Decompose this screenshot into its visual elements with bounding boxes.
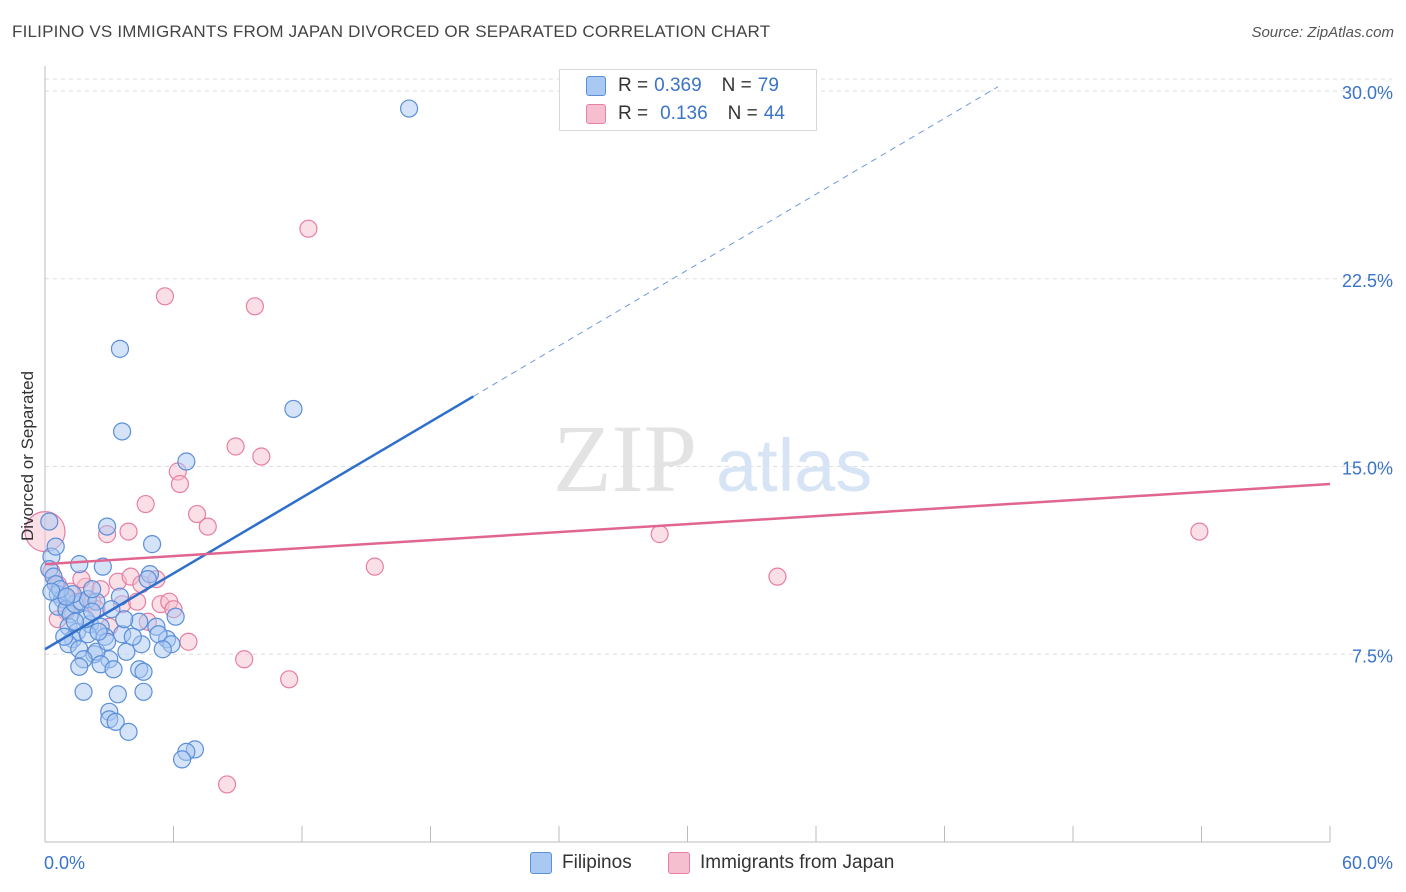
x-tick-label-max: 60.0% xyxy=(1342,853,1393,873)
point-japan[interactable] xyxy=(280,670,299,689)
points-filipinos xyxy=(40,99,419,769)
point-filipino[interactable] xyxy=(93,557,112,576)
point-japan[interactable] xyxy=(365,557,384,576)
grid-lines xyxy=(45,78,1392,655)
point-filipino[interactable] xyxy=(123,627,142,646)
point-japan[interactable] xyxy=(235,650,254,669)
y-tick-label: 7.5% xyxy=(1352,646,1393,666)
point-filipino[interactable] xyxy=(177,452,196,471)
series-legend-filipinos[interactable]: Filipinos xyxy=(530,852,632,874)
point-japan[interactable] xyxy=(136,494,155,514)
source-credit: Source: ZipAtlas.com xyxy=(1251,24,1394,41)
point-filipino[interactable] xyxy=(74,682,93,701)
legend-swatch-blue xyxy=(586,76,606,96)
point-japan[interactable] xyxy=(155,287,175,306)
series-legend: Filipinos Immigrants from Japan xyxy=(0,852,1406,878)
point-filipino[interactable] xyxy=(57,587,76,606)
series-label-filipinos: Filipinos xyxy=(562,852,632,873)
chart-title: FILIPINO VS IMMIGRANTS FROM JAPAN DIVORC… xyxy=(12,22,771,41)
point-japan[interactable] xyxy=(245,297,264,316)
legend-r-label: R = xyxy=(618,103,649,124)
point-filipino[interactable] xyxy=(134,662,153,681)
legend-n-label: N = xyxy=(721,75,752,96)
y-tick-label: 30.0% xyxy=(1342,83,1393,103)
legend-r-value: 0.136 xyxy=(660,103,708,124)
point-japan[interactable] xyxy=(187,504,207,524)
watermark-zip: ZIP xyxy=(553,405,697,512)
axes xyxy=(44,66,1331,843)
point-filipino[interactable] xyxy=(115,610,134,629)
point-filipino[interactable] xyxy=(106,712,125,731)
point-japan[interactable] xyxy=(1190,522,1209,541)
watermark-atlas: atlas xyxy=(716,424,872,507)
point-filipino[interactable] xyxy=(117,642,136,661)
point-japan[interactable] xyxy=(119,522,138,541)
tick-labels: 7.5% 15.0% 22.5% 30.0% 0.0% 60.0% xyxy=(44,83,1393,873)
legend-n-value: 79 xyxy=(757,75,779,96)
point-filipino[interactable] xyxy=(172,750,192,769)
y-tick-label: 22.5% xyxy=(1342,271,1393,291)
point-japan[interactable] xyxy=(650,525,669,544)
point-filipino[interactable] xyxy=(83,580,102,599)
point-japan[interactable] xyxy=(768,567,787,586)
point-japan[interactable] xyxy=(252,447,271,466)
point-japan[interactable] xyxy=(198,517,217,536)
point-filipino[interactable] xyxy=(119,722,138,741)
y-axis-label: Divorced or Separated xyxy=(18,371,37,541)
point-filipino[interactable] xyxy=(46,537,65,556)
point-japan[interactable] xyxy=(217,775,237,794)
point-filipino[interactable] xyxy=(108,685,127,704)
point-japan[interactable] xyxy=(179,632,198,651)
trend-line-filipinos xyxy=(44,395,474,651)
legend-row-filipinos: R = 0.369 N = 79 xyxy=(586,73,779,99)
point-filipino[interactable] xyxy=(134,682,153,701)
point-filipino[interactable] xyxy=(89,622,108,641)
legend-r-value: 0.369 xyxy=(654,75,702,96)
point-filipino[interactable] xyxy=(98,517,117,536)
series-label-japan: Immigrants from Japan xyxy=(700,852,895,873)
point-filipino[interactable] xyxy=(399,99,419,118)
correlation-legend: R = 0.369 N = 79 R = 0.136 N = 44 xyxy=(559,69,817,131)
legend-n-label: N = xyxy=(727,103,758,124)
point-filipino[interactable] xyxy=(110,339,130,358)
legend-r-label: R = xyxy=(618,75,649,96)
trend-line-japan xyxy=(44,482,1331,566)
y-tick-label: 15.0% xyxy=(1342,459,1393,479)
point-filipino[interactable] xyxy=(70,555,89,574)
point-japan[interactable] xyxy=(299,219,318,238)
point-filipino[interactable] xyxy=(70,657,89,676)
x-tick-label-min: 0.0% xyxy=(44,853,85,873)
legend-row-japan: R = 0.136 N = 44 xyxy=(586,101,785,127)
legend-n-value: 44 xyxy=(763,103,785,124)
trend-lines xyxy=(44,86,1331,651)
point-japan[interactable] xyxy=(170,474,190,494)
point-filipino[interactable] xyxy=(104,660,123,679)
point-filipino[interactable] xyxy=(284,399,303,419)
point-filipino[interactable] xyxy=(112,422,132,441)
trend-extension-filipinos xyxy=(473,86,999,397)
point-filipino[interactable] xyxy=(40,512,59,531)
series-swatch-pink xyxy=(668,852,690,874)
point-filipino[interactable] xyxy=(166,607,185,626)
series-swatch-blue xyxy=(530,852,552,874)
point-filipino[interactable] xyxy=(142,535,162,554)
point-filipino[interactable] xyxy=(153,640,172,659)
legend-swatch-pink xyxy=(586,104,606,124)
series-legend-japan[interactable]: Immigrants from Japan xyxy=(668,852,894,874)
point-japan[interactable] xyxy=(226,437,245,456)
